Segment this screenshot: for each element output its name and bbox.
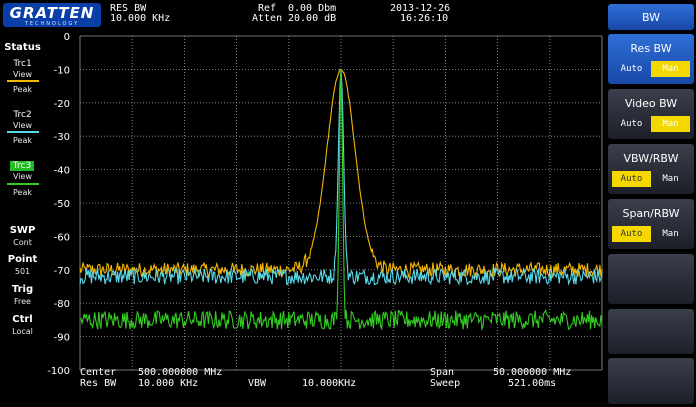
span-rbw-softkey-label: Span/RBW xyxy=(622,207,680,220)
ref-value: 0.00 Dbm xyxy=(288,3,337,14)
softkey-blank-2[interactable] xyxy=(608,309,694,354)
status-title: Status xyxy=(4,42,41,53)
vbw-rbw-softkey[interactable]: VBW/RBW Auto Man xyxy=(608,144,694,194)
status-panel: Status Trc1 View Peak Trc2 View Peak Trc… xyxy=(0,30,45,407)
atten-label: Atten xyxy=(252,13,283,24)
span-rbw-softkey[interactable]: Span/RBW Auto Man xyxy=(608,199,694,249)
center-freq-value: 500.000000 MHz xyxy=(138,367,222,378)
point-label: Point xyxy=(7,254,38,265)
y-tick-label: -50 xyxy=(54,199,70,210)
trace3-label: Trc3 xyxy=(10,161,34,171)
vbw-rbw-man-option[interactable]: Man xyxy=(662,174,679,184)
control-label: Ctrl xyxy=(12,314,33,325)
sweep-time-label: Sweep xyxy=(430,378,460,389)
res-bw-header-label: RES BW xyxy=(110,3,147,14)
span-rbw-toggle[interactable]: Auto Man xyxy=(612,226,690,242)
logo-subtitle: TECHNOLOGY xyxy=(24,21,80,27)
trace2-mode: View xyxy=(13,121,32,130)
y-tick-label: -10 xyxy=(54,65,70,76)
trace-group xyxy=(79,68,603,331)
res-bw-toggle[interactable]: Auto Man xyxy=(612,61,690,77)
span-value: 50.000000 MHz xyxy=(493,367,571,378)
ref-label: Ref xyxy=(258,3,277,14)
y-tick-label: -20 xyxy=(54,99,70,110)
softkey-panel: BW Res BW Auto Man Video BW Auto Man VBW… xyxy=(606,0,696,407)
video-bw-softkey-label: Video BW xyxy=(624,97,678,110)
sweep-mode-label: SWP xyxy=(9,225,36,236)
video-bw-toggle[interactable]: Auto Man xyxy=(612,116,690,132)
center-freq-label: Center xyxy=(80,367,116,378)
trace1-label: Trc1 xyxy=(13,59,32,69)
point-value: 501 xyxy=(14,267,31,276)
y-tick-label: -30 xyxy=(54,132,70,143)
res-bw-man-option[interactable]: Man xyxy=(651,61,690,77)
y-tick-label: -40 xyxy=(54,166,70,177)
res-bw-auto-option[interactable]: Auto xyxy=(620,64,643,74)
sweep-mode-value: Cont xyxy=(13,238,32,247)
y-tick-label: -60 xyxy=(54,232,70,243)
control-value: Local xyxy=(12,327,33,336)
sweep-time-value: 521.00ms xyxy=(508,378,556,389)
trace2-label: Trc2 xyxy=(13,110,32,120)
menu-title-key: BW xyxy=(608,4,694,30)
y-axis-ticks: 0 -10 -20 -30 -40 -50 -60 -70 -80 -90 -100 xyxy=(47,32,70,377)
y-tick-label: -100 xyxy=(47,366,70,377)
y-tick-label: -80 xyxy=(54,299,70,310)
date-display: 2013-12-26 xyxy=(390,3,451,14)
res-bw-softkey[interactable]: Res BW Auto Man xyxy=(608,34,694,84)
softkey-blank-1[interactable] xyxy=(608,254,694,304)
video-bw-auto-option[interactable]: Auto xyxy=(620,119,643,129)
trace3-line xyxy=(79,69,603,331)
trace3-mode: View xyxy=(13,172,32,181)
vbw-rbw-toggle[interactable]: Auto Man xyxy=(612,171,690,187)
span-rbw-auto-option[interactable]: Auto xyxy=(612,226,651,242)
vbw-footer-value: 10.000KHz xyxy=(302,378,356,389)
vbw-rbw-auto-option[interactable]: Auto xyxy=(612,171,651,187)
trigger-label: Trig xyxy=(11,284,34,295)
time-display: 16:26:10 xyxy=(400,13,449,24)
trigger-value: Free xyxy=(14,297,31,306)
spectrum-plot: 0-10-20-30-40-50-60-70-80-90-100 Center … xyxy=(47,32,603,389)
vbw-footer-label: VBW xyxy=(248,378,267,389)
span-rbw-man-option[interactable]: Man xyxy=(662,229,679,239)
menu-title: BW xyxy=(641,11,661,24)
trace1-mode: View xyxy=(13,70,32,79)
trace2-color-bar xyxy=(7,131,39,133)
brand-logo: GRATTEN TECHNOLOGY xyxy=(3,3,101,27)
atten-value: 20.00 dB xyxy=(288,13,337,24)
spectrum-display[interactable]: 0 -10 -20 -30 -40 -50 -60 -70 -80 -90 -100 Center … xyxy=(46,30,604,407)
video-bw-softkey[interactable]: Video BW Auto Man xyxy=(608,89,694,139)
y-tick-label: 0 xyxy=(64,32,70,43)
res-bw-footer-value: 10.000 KHz xyxy=(138,378,198,389)
span-label: Span xyxy=(430,367,454,378)
trace3-detector: Peak xyxy=(13,188,32,197)
trace3-color-bar xyxy=(7,183,39,185)
res-bw-header-value: 10.000 KHz xyxy=(110,13,171,24)
video-bw-man-option[interactable]: Man xyxy=(651,116,690,132)
vbw-rbw-softkey-label: VBW/RBW xyxy=(623,152,679,165)
trace1-line xyxy=(79,68,603,280)
logo-name: GRATTEN xyxy=(9,4,95,22)
res-bw-softkey-label: Res BW xyxy=(630,42,672,55)
plot-grid xyxy=(79,35,603,371)
trace2-detector: Peak xyxy=(13,136,32,145)
y-tick-label: -90 xyxy=(54,333,70,344)
softkey-blank-3[interactable] xyxy=(608,358,694,404)
trace1-detector: Peak xyxy=(13,85,32,94)
trace1-color-bar xyxy=(7,80,39,82)
header-bar: GRATTEN TECHNOLOGY RES BW 10.000 KHz Ref… xyxy=(0,0,604,30)
res-bw-footer-label: Res BW xyxy=(80,378,117,389)
y-tick-label: -70 xyxy=(54,266,70,277)
